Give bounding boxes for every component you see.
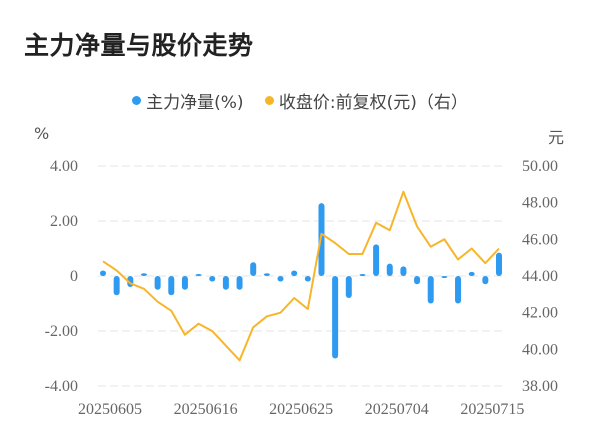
net-volume-bar — [332, 276, 339, 359]
net-volume-bar — [482, 276, 489, 285]
net-volume-bar — [113, 276, 120, 296]
net-volume-bar — [154, 276, 161, 290]
legend-label: 收盘价:前复权(元)（右） — [278, 93, 468, 113]
net-volume-bar — [140, 273, 147, 276]
net-volume-bar — [345, 276, 352, 298]
left-axis-tick: -4.00 — [45, 378, 78, 395]
net-volume-bar — [168, 276, 175, 296]
right-axis-unit: 元 — [548, 128, 565, 147]
left-axis-unit: % — [34, 124, 50, 143]
net-volume-bar — [414, 276, 421, 285]
x-axis-tick: 20250715 — [460, 401, 524, 418]
right-axis-tick: 48.00 — [522, 195, 558, 212]
net-volume-bar — [236, 276, 243, 290]
close-price-line — [102, 190, 500, 362]
net-volume-bar — [100, 270, 106, 276]
x-axis-tick: 20250616 — [174, 401, 238, 418]
net-volume-bar — [277, 276, 284, 282]
x-axis-tick: 20250704 — [365, 401, 429, 418]
right-axis-tick: 40.00 — [522, 341, 558, 358]
left-axis-tick: 4.00 — [50, 158, 78, 175]
net-volume-bar — [468, 271, 475, 276]
legend-dot-blue-icon — [132, 96, 142, 105]
left-axis-tick: 2.00 — [50, 213, 78, 230]
right-axis-tick: 50.00 — [522, 158, 558, 175]
right-axis-tick: 42.00 — [522, 305, 558, 322]
x-axis-tick: 20250605 — [78, 401, 142, 418]
net-volume-bar — [263, 273, 270, 276]
net-volume-bar — [386, 263, 393, 276]
legend: 主力净量(%) 收盘价:前复权(元)（右） — [0, 88, 600, 113]
net-volume-bar — [318, 203, 325, 276]
left-axis-tick: -2.00 — [45, 323, 78, 340]
net-volume-bar — [496, 252, 502, 276]
right-axis-tick: 46.00 — [522, 231, 558, 248]
right-axis-tick: 38.00 — [522, 378, 558, 395]
left-axis-tick: 0 — [70, 268, 78, 285]
net-volume-bar — [441, 276, 448, 278]
net-volume-bar — [291, 270, 298, 276]
x-axis-tick: 20250625 — [269, 401, 333, 418]
net-volume-bar — [359, 274, 366, 276]
legend-label: 主力净量(%) — [146, 93, 244, 113]
chart-title: 主力净量与股价走势 — [24, 31, 254, 60]
net-volume-bar — [400, 266, 407, 276]
net-volume-bar — [209, 276, 216, 282]
legend-item-close-price[interactable]: 收盘价:前复权(元)（右） — [264, 88, 468, 113]
legend-item-net-volume[interactable]: 主力净量(%) — [132, 88, 244, 113]
net-volume-bar — [427, 276, 434, 304]
net-volume-bar — [373, 244, 380, 276]
net-volume-bar — [304, 276, 311, 282]
legend-dot-orange-icon — [264, 96, 274, 105]
net-volume-bar — [222, 276, 229, 290]
net-volume-bar — [250, 262, 257, 276]
net-volume-bar — [455, 276, 462, 304]
right-axis-tick: 44.00 — [522, 268, 558, 285]
net-volume-bar — [195, 274, 202, 276]
net-volume-bar — [181, 276, 188, 290]
